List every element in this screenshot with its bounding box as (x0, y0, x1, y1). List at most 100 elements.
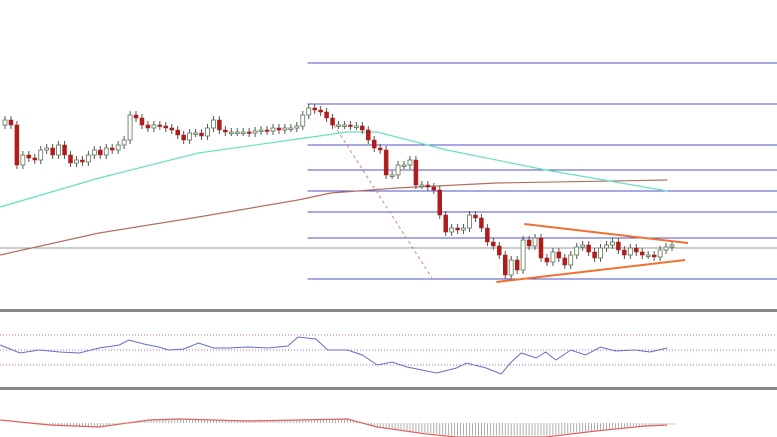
candle (318, 106, 323, 116)
candle (282, 124, 288, 134)
candle (407, 156, 413, 169)
candle (610, 238, 615, 249)
candle-body-up (532, 237, 538, 247)
candle (431, 183, 437, 194)
candle (276, 124, 282, 134)
candle-body-up (389, 174, 395, 177)
candle-body-down (616, 241, 621, 251)
candle-body-down (175, 129, 180, 136)
candle (228, 128, 234, 136)
candle (145, 121, 151, 132)
candle (336, 121, 341, 129)
candle (550, 248, 556, 266)
candle-body-up (300, 114, 306, 127)
candle (622, 246, 627, 259)
candle-body-down (491, 241, 496, 247)
candle (437, 186, 442, 219)
candle-body-down (485, 227, 490, 243)
candle (461, 224, 466, 234)
candle (85, 151, 91, 166)
candle-body-down (360, 125, 365, 131)
candle-body-down (163, 125, 169, 129)
candle (294, 122, 300, 132)
candle-body-down (217, 119, 222, 131)
candle-body-down (133, 114, 139, 119)
candle-body-down (50, 147, 55, 156)
triangle-upper-line (524, 223, 689, 244)
candle-body-up (645, 254, 651, 257)
candle (240, 128, 246, 136)
candle (109, 144, 115, 154)
candle (68, 151, 73, 167)
candle (485, 224, 490, 246)
candle-body-down (98, 149, 103, 156)
candle (223, 126, 228, 136)
candle (50, 144, 55, 159)
candle-body-down (377, 147, 383, 151)
candle (193, 129, 198, 137)
candle (20, 151, 26, 169)
candle-body-up (228, 131, 234, 134)
candle (425, 181, 431, 191)
candle (258, 126, 264, 135)
candle-body-down (592, 251, 597, 259)
candle-body-up (193, 132, 198, 135)
candle (580, 241, 586, 251)
candle (455, 224, 460, 234)
candle-body-up (568, 254, 574, 266)
candle (538, 234, 544, 262)
candle-body-up (20, 154, 26, 166)
candle (497, 242, 502, 259)
candle-body-down (544, 257, 550, 263)
candle-body-down (622, 249, 627, 256)
candle-body-down (479, 217, 484, 229)
candle (26, 151, 32, 162)
candle (342, 121, 347, 129)
pane-separator (0, 309, 777, 312)
candle-body-up (627, 247, 633, 256)
candle (366, 126, 371, 144)
candle (74, 156, 79, 167)
candle (598, 244, 603, 262)
candle (270, 124, 276, 135)
candle-body-up (74, 159, 79, 164)
macd-signal-line (0, 418, 668, 437)
candle (324, 108, 329, 122)
candle-body-down (324, 111, 329, 119)
candle (592, 248, 597, 262)
candle-body-up (282, 127, 288, 131)
candle (115, 141, 121, 154)
candle-body-up (240, 131, 246, 134)
candle (562, 254, 568, 269)
candle-body-down (556, 251, 562, 259)
candle-body-up (461, 227, 466, 231)
candle-body-up (407, 159, 413, 166)
candle-body-up (598, 247, 603, 259)
candle (264, 126, 270, 135)
candle (181, 131, 186, 144)
candle-body-down (330, 117, 335, 126)
candle (639, 248, 645, 259)
candle (663, 243, 669, 254)
candle (645, 251, 651, 259)
candle (473, 211, 478, 222)
candle (38, 146, 44, 164)
candle-body-up (395, 164, 401, 176)
candle (56, 141, 61, 159)
candle (217, 116, 222, 134)
candle (389, 171, 395, 179)
candle-body-up (508, 259, 514, 276)
candle (252, 127, 258, 137)
candle-body-up (56, 144, 61, 156)
candle-body-down (169, 127, 174, 131)
candle-body-down (651, 254, 657, 258)
candle (330, 114, 335, 129)
candle-body-down (181, 134, 186, 141)
candle-body-up (467, 214, 472, 229)
candle (139, 114, 145, 129)
candle-body-up (121, 139, 127, 146)
candle-body-down (634, 247, 639, 253)
candle (634, 244, 639, 256)
candle (246, 128, 252, 137)
